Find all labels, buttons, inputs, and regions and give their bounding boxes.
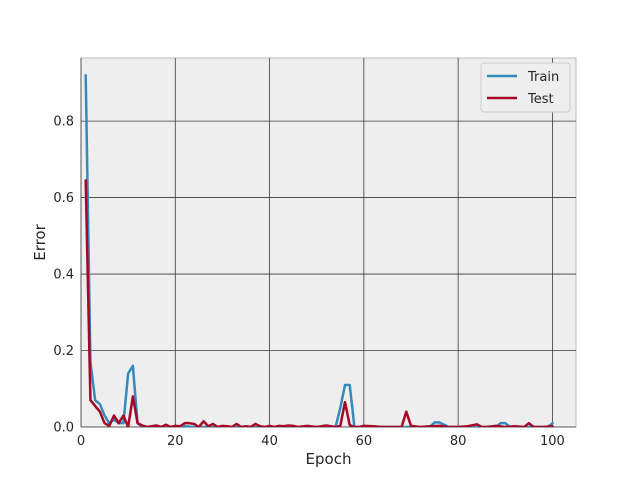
x-tick-label: 100 [540,434,565,449]
grid-lines [80,58,576,428]
y-tick-label: 0.6 [53,191,74,206]
y-tick-label: 0.2 [53,344,74,359]
x-tick-label: 40 [261,434,278,449]
series-layer [84,73,554,427]
x-tick-label: 60 [356,434,373,449]
x-axis-ticks: 0 20 40 60 80 100 [77,434,565,449]
y-tick-label: 0.8 [53,115,74,130]
series-line-test [84,179,554,427]
y-tick-label: 0.0 [53,421,74,436]
y-axis-ticks: 0.0 0.2 0.4 0.6 0.8 [53,115,74,436]
legend-label-test: Test [527,92,554,107]
x-tick-label: 0 [77,434,85,449]
x-tick-label: 80 [450,434,467,449]
legend-label-train: Train [527,70,559,85]
legend: Train Test [480,62,571,113]
y-axis-label: Error [31,223,49,260]
x-axis-label: Epoch [306,450,352,468]
plot-area [80,57,577,428]
x-tick-label: 20 [167,434,184,449]
y-tick-label: 0.4 [53,268,74,283]
